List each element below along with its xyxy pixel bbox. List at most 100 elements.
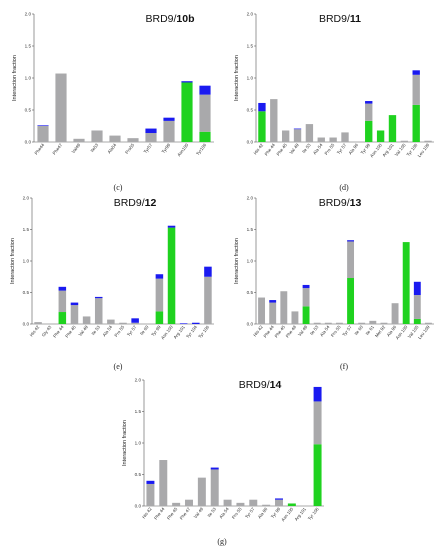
x-tick-label: Val49 [71,142,82,154]
x-tick-label: Ala54 [106,142,117,154]
bar-segment-gray [270,99,278,142]
x-tick-label: Tyr 106 [197,324,210,339]
x-tick-label: Pro 55 [324,142,336,156]
bar-segment-gray [324,322,332,324]
bar-segment-blue [269,300,277,303]
bar-segment-gray [341,132,349,142]
y-tick-label: 1.0 [247,76,254,81]
x-tick-label: Asn 100 [280,506,294,522]
x-tick-label: Ile53 [89,142,99,153]
bar-segment-gray [94,298,103,324]
bar-segment-blue [37,125,49,126]
y-axis-label: Interaction fraction [10,238,16,284]
bar-segment-gray [262,504,271,506]
y-tick-label: 1.5 [135,409,142,414]
y-axis-label: Interaction fraction [122,420,128,466]
y-tick-label: 1.0 [25,76,32,81]
x-tick-label: Phe 44 [264,142,277,156]
panel-caption: (d) [339,183,349,192]
chart-title-prefix: BRD9/ [239,379,270,391]
bar-segment-green [199,131,211,142]
x-tick-label: Ala 54 [319,324,331,337]
bar-segment-blue [258,102,266,112]
x-tick-label: Tyr 57 [341,324,353,337]
x-tick-label: Val 49 [297,324,309,337]
y-tick-label: 1.5 [247,227,254,232]
x-tick-label: Phe 45 [166,506,179,520]
bar-segment-gray [313,401,322,445]
x-tick-label: His 42 [29,324,41,337]
chart-title-compound: 12 [145,197,157,209]
x-tick-label: Ala 54 [218,506,230,519]
x-tick-label: Asn 100 [160,324,174,340]
bar-segment-green [155,311,164,324]
chart-panel-g: 0.0 0.5 1.0 1.5 2.0 Interaction fraction BRD9/… [122,378,324,546]
x-tick-label: Tyr 99 [360,142,372,155]
bar-segment-blue [146,480,155,484]
y-tick-label: 1.0 [23,259,30,264]
x-tick-label: Asn 100 [395,324,409,340]
bar-segment-green [58,312,67,324]
chart-title: BRD9/10b [145,13,194,25]
bar-segment-green [413,318,421,324]
bar-segment-gray [163,120,175,142]
bar-segment-gray [269,302,277,324]
bar-segment-gray [275,499,283,506]
x-tick-label: Tyr 99 [270,506,282,519]
bar-segment-blue [145,128,157,134]
chart-title-compound: 11 [350,13,361,25]
bar-segment-green [402,242,410,324]
x-tick-label: Val 49 [193,506,205,519]
bar-segment-gray [236,502,245,506]
x-tick-label: Ala 96 [348,142,360,155]
bar-segment-gray [197,477,206,506]
bar-segment-gray [34,322,42,324]
bar-segment-blue [204,266,212,277]
y-tick-label: 0.5 [23,290,30,295]
bar-segment-gray [335,322,343,324]
bar-segment-gray [317,137,325,142]
chart-panel-d: 0.0 0.5 1.0 1.5 2.0 Interaction fraction BRD9/… [234,12,434,192]
y-tick-label: 1.5 [247,44,254,49]
x-tick-label: Pro 55 [113,324,125,338]
bar-segment-blue [199,85,211,95]
bar-segment-blue [179,323,188,324]
bar-segment-green [412,104,420,142]
x-tick-label: His 42 [141,506,153,519]
panel-caption: (e) [114,362,123,371]
x-tick-label: Phe 44 [52,324,65,338]
chart-title-prefix: BRD9/ [114,197,145,209]
bar-segment-green [365,120,373,142]
chart-title: BRD9/13 [319,197,362,209]
bar-segment-gray [55,73,67,142]
chart-title-compound: 13 [350,197,362,209]
bar-segment-gray [424,322,432,324]
bar-segment-gray [365,103,373,121]
y-tick-label: 1.5 [25,44,32,49]
chart-panel-f: 0.0 0.5 1.0 1.5 2.0 Interaction fraction BRD9/… [234,196,434,371]
bar-segment-gray [91,130,103,142]
bar-segment-gray [258,297,266,324]
bar-segment-blue [412,70,420,75]
chart-title-prefix: BRD9/ [319,197,350,209]
chart-title-compound: 10b [176,13,194,25]
x-tick-label: Met 92 [374,324,387,338]
bar-segment-gray [172,502,181,506]
bar-segment-blue [167,225,176,228]
x-tick-label: Ile 53 [301,142,312,154]
x-tick-label: Phe 45 [64,324,77,338]
bar-segment-gray [305,124,314,142]
y-tick-label: 0.0 [247,322,254,327]
bar-segment-blue [413,281,421,296]
x-tick-label: Asn100 [176,142,189,157]
bar-segment-green [167,227,176,324]
x-tick-label: Ile 53 [90,324,101,336]
y-tick-label: 0.5 [135,472,142,477]
x-tick-label: Ala 96 [257,506,269,519]
x-tick-label: Tyr 99 [150,324,162,337]
chart-title: BRD9/12 [114,197,157,209]
bar-segment-green [258,111,266,142]
x-tick-label: Phe44 [34,142,46,156]
bar-segment-blue [302,284,310,289]
bar-segment-gray [293,129,302,142]
